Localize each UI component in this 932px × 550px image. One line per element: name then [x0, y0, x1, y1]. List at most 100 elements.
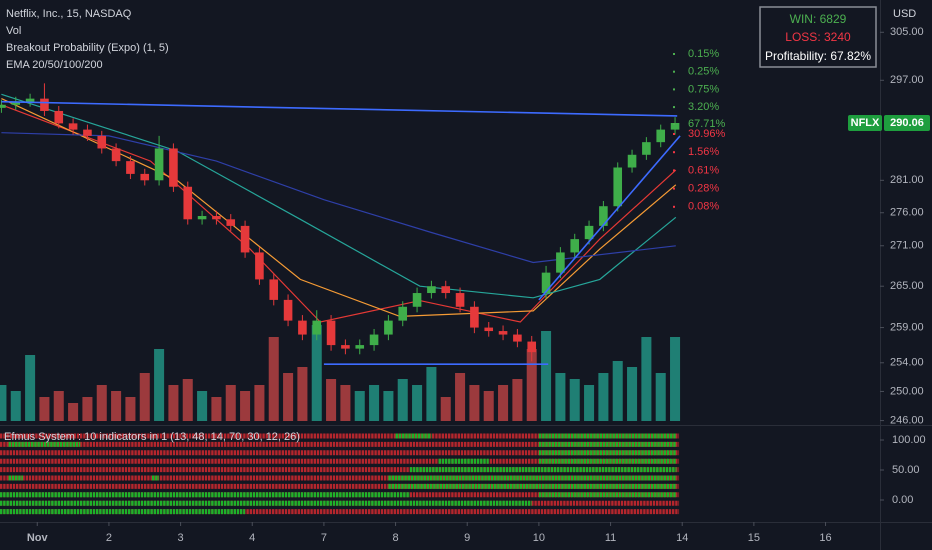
- volume-bar: [68, 403, 79, 421]
- volume-bar: [354, 391, 365, 421]
- volume-bar: [426, 367, 437, 421]
- volume-bar: [369, 385, 380, 421]
- volume-bar: [598, 373, 609, 421]
- volume-bar: [311, 325, 322, 421]
- y-tick-label: 0.00: [892, 494, 913, 506]
- volume-bar: [555, 373, 566, 421]
- candle-body: [11, 101, 21, 105]
- volume-bar: [469, 385, 480, 421]
- candle-body: [126, 161, 135, 174]
- x-tick-label: 11: [605, 532, 616, 544]
- candle-body: [341, 345, 350, 349]
- volume-bar: [569, 379, 580, 421]
- candle-body: [498, 331, 508, 335]
- candle-body: [427, 286, 436, 294]
- candle-body: [412, 293, 422, 307]
- candle-body: [541, 272, 551, 294]
- volume-bar: [154, 349, 165, 421]
- legend-entry: Vol: [6, 25, 21, 37]
- candle-body: [54, 110, 64, 124]
- x-tick-label: 15: [748, 532, 760, 544]
- breakout-label: 0.61%: [688, 164, 719, 176]
- last-price-box: [884, 114, 930, 131]
- y-tick-label: 265.00: [890, 280, 924, 292]
- chart-title: Netflix, Inc., 15, NASDAQ: [6, 8, 132, 20]
- candle-body: [670, 122, 680, 130]
- volume-bar: [254, 385, 265, 421]
- candle-body: [656, 129, 666, 143]
- x-tick-label: 3: [178, 532, 184, 544]
- volume-bar: [297, 367, 308, 421]
- x-tick-label: 7: [321, 532, 327, 544]
- candle-body: [183, 186, 193, 220]
- candle-body: [584, 225, 594, 240]
- breakout-label: 0.08%: [688, 201, 719, 213]
- candle-body: [369, 334, 379, 346]
- breakout-dot: [673, 70, 675, 73]
- volume-bar: [627, 367, 638, 421]
- candle-body: [398, 306, 408, 321]
- candle-body: [627, 154, 637, 168]
- volume-bar: [483, 391, 494, 421]
- candle-body: [240, 225, 250, 253]
- volume-bar: [10, 391, 21, 421]
- candle-body: [111, 148, 121, 162]
- volume-bar: [53, 391, 64, 421]
- stats-box: [759, 6, 877, 68]
- breakout-label: 1.56%: [688, 146, 719, 158]
- trendline: [1, 100, 678, 117]
- x-tick-label: 10: [533, 532, 545, 544]
- volume-bar: [39, 397, 50, 421]
- volume-bar: [541, 331, 552, 421]
- breakout-label: 3.20%: [688, 101, 719, 113]
- legend-entry: EMA 20/50/100/200: [6, 59, 103, 71]
- volume-bar: [440, 397, 451, 421]
- volume-bar: [197, 391, 208, 421]
- candle-body: [556, 252, 565, 273]
- candle-body: [40, 98, 49, 111]
- breakout-dot: [673, 53, 675, 55]
- volume-bar: [96, 385, 107, 421]
- symbol-box: [848, 114, 882, 131]
- indicator-title: Efmus System : 10 indicators in 1 (13, 4…: [4, 431, 300, 443]
- volume-bar: [326, 379, 337, 421]
- candle-body: [298, 320, 307, 335]
- x-tick-label: 4: [249, 532, 255, 544]
- x-tick-label: 8: [393, 532, 399, 544]
- volume-bar: [340, 385, 351, 421]
- volume-bar: [111, 391, 122, 421]
- volume-bar: [182, 379, 193, 421]
- candle-body: [326, 320, 336, 346]
- candle-body: [283, 299, 293, 321]
- volume-bar: [526, 349, 537, 421]
- candle-body: [355, 345, 365, 349]
- candle-body: [68, 123, 78, 130]
- breakout-dot: [673, 205, 675, 208]
- candle-body: [25, 98, 35, 102]
- candle-body: [513, 334, 522, 342]
- volume-bar: [512, 379, 523, 421]
- volume-bar: [268, 337, 279, 421]
- symbol-label: NFLX: [851, 117, 880, 129]
- y-tick-label: 50.00: [892, 464, 920, 476]
- x-tick-label: 16: [819, 532, 831, 544]
- stats-loss: LOSS: 3240: [785, 30, 851, 44]
- breakout-dot: [673, 187, 675, 190]
- x-tick-label: 9: [464, 532, 470, 544]
- candle-body: [212, 216, 221, 220]
- candle-body: [527, 341, 537, 353]
- volume-bar: [455, 373, 466, 421]
- y-tick-label: 297.00: [890, 74, 924, 86]
- breakout-dot: [673, 123, 675, 125]
- breakout-dot: [673, 133, 675, 135]
- x-tick-label: Nov: [27, 532, 49, 544]
- volume-bar: [0, 385, 7, 421]
- volume-bar: [498, 385, 509, 421]
- volume-bar: [641, 337, 652, 421]
- volume-bar: [139, 373, 150, 421]
- volume-bar: [670, 337, 681, 421]
- volume-bar: [125, 397, 136, 421]
- candle-body: [97, 135, 107, 149]
